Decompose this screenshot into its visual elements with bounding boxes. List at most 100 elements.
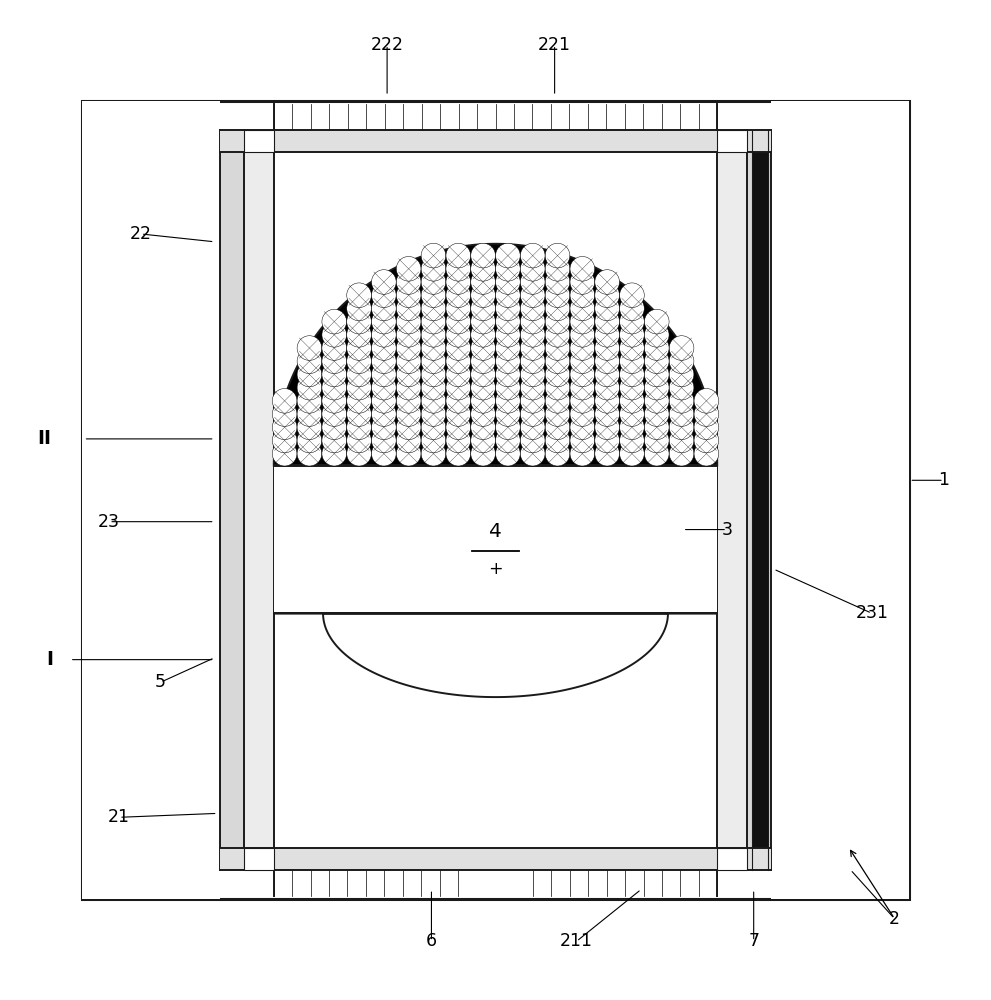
Circle shape — [421, 415, 446, 440]
Circle shape — [446, 415, 471, 440]
Circle shape — [421, 296, 446, 321]
Circle shape — [545, 349, 570, 374]
Circle shape — [421, 428, 446, 453]
Circle shape — [520, 362, 545, 387]
Circle shape — [545, 283, 570, 308]
Circle shape — [694, 389, 718, 413]
Circle shape — [273, 441, 297, 466]
Circle shape — [669, 336, 694, 360]
Circle shape — [570, 270, 595, 294]
Circle shape — [644, 402, 669, 426]
Circle shape — [322, 323, 347, 347]
Circle shape — [644, 336, 669, 360]
Circle shape — [396, 270, 421, 294]
Circle shape — [496, 362, 520, 387]
Circle shape — [322, 375, 347, 400]
Circle shape — [347, 336, 372, 360]
Circle shape — [471, 309, 496, 334]
Circle shape — [669, 428, 694, 453]
Circle shape — [545, 270, 570, 294]
Bar — [717, 130, 747, 870]
Circle shape — [570, 256, 595, 281]
Circle shape — [570, 296, 595, 321]
Circle shape — [322, 349, 347, 374]
Circle shape — [496, 296, 520, 321]
Circle shape — [396, 415, 421, 440]
Circle shape — [446, 243, 471, 268]
Circle shape — [545, 256, 570, 281]
Circle shape — [520, 415, 545, 440]
Circle shape — [347, 296, 372, 321]
Text: +: + — [489, 560, 502, 578]
Bar — [274, 466, 717, 613]
Circle shape — [396, 296, 421, 321]
Circle shape — [421, 243, 446, 268]
Text: 5: 5 — [155, 673, 165, 691]
Circle shape — [496, 415, 520, 440]
Circle shape — [520, 402, 545, 426]
Circle shape — [595, 389, 619, 413]
Circle shape — [694, 415, 718, 440]
Circle shape — [595, 270, 619, 294]
Circle shape — [644, 323, 669, 347]
Circle shape — [471, 323, 496, 347]
Text: 21: 21 — [108, 808, 130, 826]
Circle shape — [396, 441, 421, 466]
Circle shape — [619, 362, 644, 387]
Circle shape — [322, 309, 347, 334]
Circle shape — [471, 389, 496, 413]
Circle shape — [347, 402, 372, 426]
Circle shape — [496, 402, 520, 426]
Circle shape — [520, 389, 545, 413]
Circle shape — [496, 336, 520, 360]
Circle shape — [347, 323, 372, 347]
Circle shape — [545, 362, 570, 387]
Circle shape — [372, 323, 396, 347]
Circle shape — [322, 336, 347, 360]
Circle shape — [595, 309, 619, 334]
Circle shape — [694, 428, 718, 453]
Circle shape — [669, 362, 694, 387]
Circle shape — [496, 270, 520, 294]
Circle shape — [322, 441, 347, 466]
Circle shape — [545, 309, 570, 334]
Circle shape — [545, 243, 570, 268]
Circle shape — [595, 323, 619, 347]
Circle shape — [669, 415, 694, 440]
Circle shape — [297, 428, 322, 453]
Circle shape — [520, 283, 545, 308]
Circle shape — [520, 309, 545, 334]
Circle shape — [570, 336, 595, 360]
Circle shape — [396, 349, 421, 374]
Circle shape — [570, 402, 595, 426]
Bar — [244, 130, 274, 152]
Circle shape — [297, 415, 322, 440]
Circle shape — [347, 441, 372, 466]
Bar — [220, 130, 771, 870]
Circle shape — [471, 243, 496, 268]
Polygon shape — [274, 244, 717, 466]
Circle shape — [396, 323, 421, 347]
Circle shape — [619, 323, 644, 347]
Circle shape — [595, 296, 619, 321]
Circle shape — [421, 441, 446, 466]
Circle shape — [619, 389, 644, 413]
Circle shape — [372, 428, 396, 453]
Circle shape — [644, 389, 669, 413]
Circle shape — [322, 362, 347, 387]
Circle shape — [446, 402, 471, 426]
Circle shape — [347, 309, 372, 334]
Circle shape — [619, 336, 644, 360]
Circle shape — [372, 441, 396, 466]
Circle shape — [520, 428, 545, 453]
Circle shape — [347, 283, 372, 308]
Circle shape — [446, 309, 471, 334]
Circle shape — [595, 336, 619, 360]
Text: 23: 23 — [98, 513, 120, 531]
Text: 4: 4 — [490, 522, 501, 541]
Circle shape — [619, 402, 644, 426]
Circle shape — [471, 296, 496, 321]
Circle shape — [347, 362, 372, 387]
Circle shape — [570, 415, 595, 440]
Circle shape — [619, 375, 644, 400]
